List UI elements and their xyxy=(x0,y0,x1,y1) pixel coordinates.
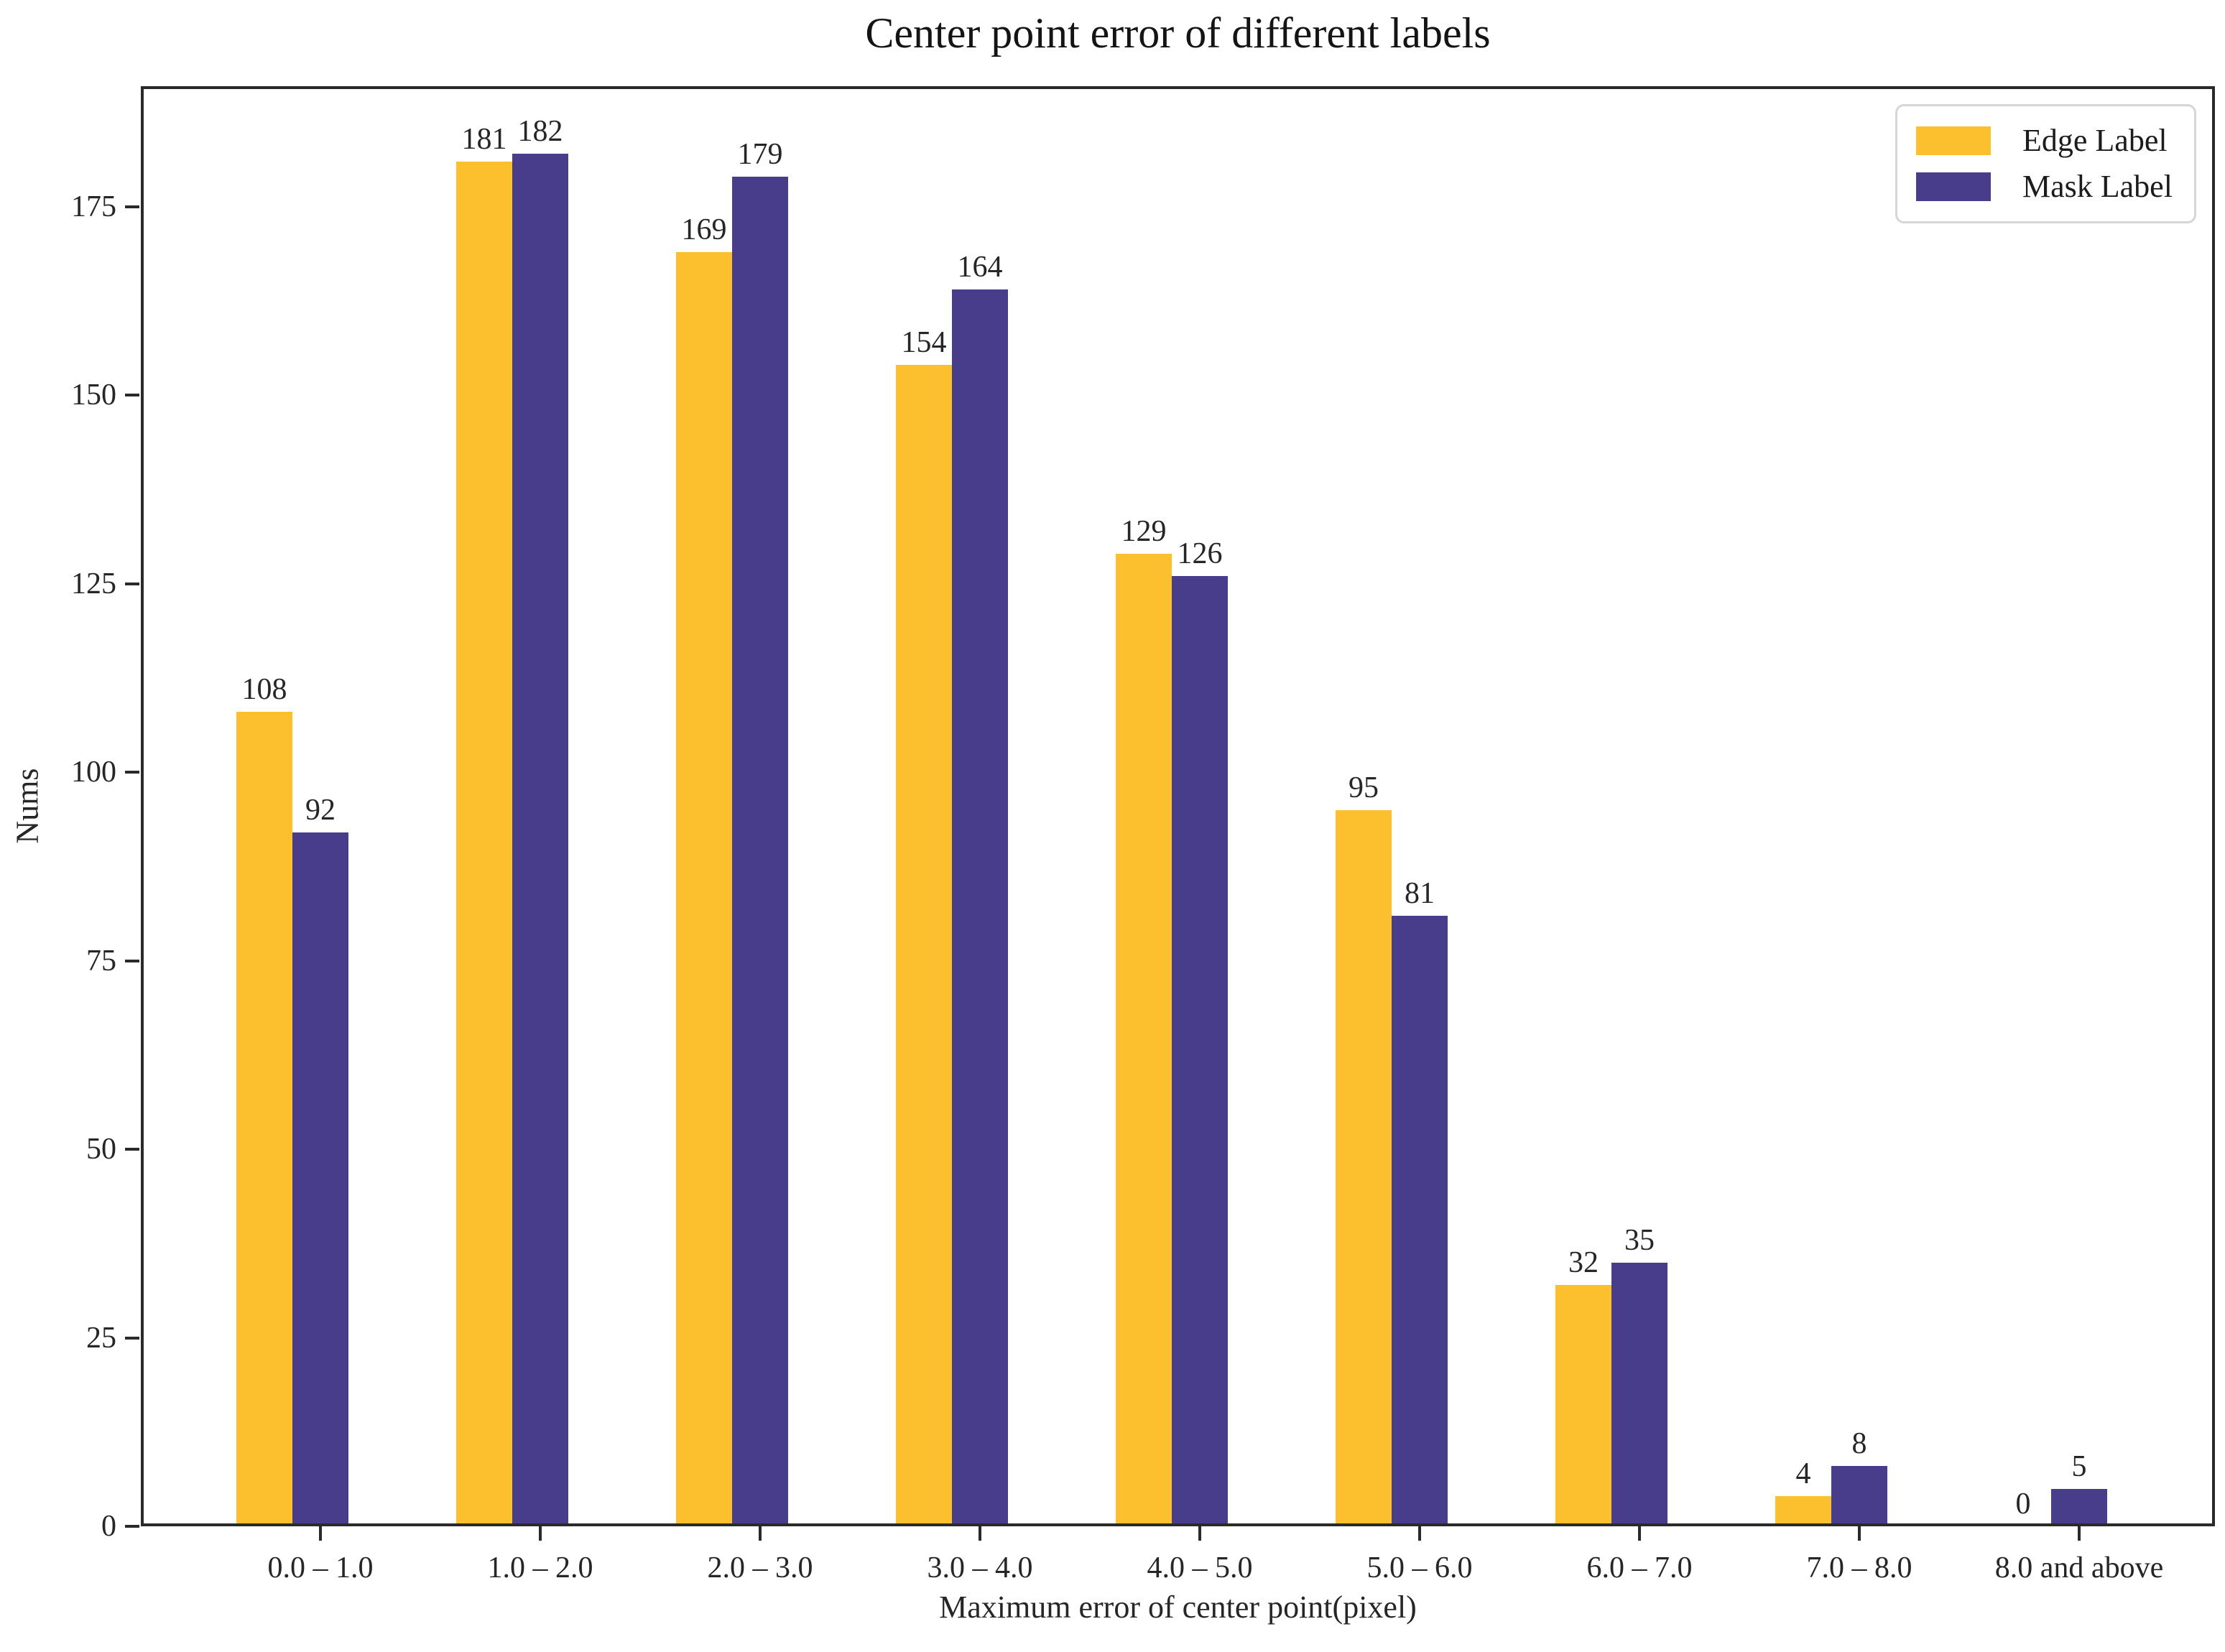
y-tick-mark xyxy=(125,582,139,585)
bar-value-label-edge-label: 95 xyxy=(1349,771,1379,804)
bar-value-label-edge-label: 181 xyxy=(461,122,507,156)
bar-edge-label xyxy=(1775,1496,1831,1526)
x-tick-label: 5.0 – 6.0 xyxy=(1366,1551,1473,1584)
x-tick-label: 7.0 – 8.0 xyxy=(1806,1551,1912,1584)
bar-value-label-mask-label: 182 xyxy=(517,115,563,149)
x-tick-label: 1.0 – 2.0 xyxy=(487,1551,593,1584)
x-tick-mark xyxy=(1858,1526,1861,1541)
x-tick-mark xyxy=(2078,1526,2081,1541)
bar-mask-label xyxy=(1392,915,1448,1526)
x-tick-mark xyxy=(979,1526,981,1541)
bar-value-label-edge-label: 4 xyxy=(1795,1457,1811,1490)
bar-value-label-edge-label: 169 xyxy=(681,213,727,246)
bar-mask-label xyxy=(1172,576,1228,1526)
legend-item-mask-label: Mask Label xyxy=(1897,171,2194,203)
bar-value-label-mask-label: 179 xyxy=(737,137,783,171)
legend: Edge Label Mask Label xyxy=(1895,104,2196,223)
bar-mask-label xyxy=(1611,1262,1667,1526)
y-tick-mark xyxy=(125,1336,139,1340)
x-tick-label: 4.0 – 5.0 xyxy=(1147,1551,1253,1584)
y-tick-label: 150 xyxy=(71,379,116,412)
legend-label-edge: Edge Label xyxy=(2022,123,2168,158)
x-axis-label: Maximum error of center point(pixel) xyxy=(939,1590,1417,1625)
bar-value-label-mask-label: 92 xyxy=(305,794,336,827)
x-tick-label: 3.0 – 4.0 xyxy=(927,1551,1033,1584)
bar-value-label-edge-label: 129 xyxy=(1121,514,1167,548)
y-tick-label: 75 xyxy=(86,944,116,978)
x-tick-label: 2.0 – 3.0 xyxy=(707,1551,813,1584)
x-tick-label: 8.0 and above xyxy=(1994,1551,2164,1584)
legend-item-edge-label: Edge Label xyxy=(1897,125,2194,157)
bar-edge-label xyxy=(1555,1285,1611,1526)
y-tick-label: 125 xyxy=(71,567,116,600)
bar-mask-label xyxy=(2051,1488,2107,1526)
x-tick-mark xyxy=(759,1526,762,1541)
bar-value-label-mask-label: 8 xyxy=(1851,1427,1867,1461)
y-tick-mark xyxy=(125,959,139,962)
bar-mask-label xyxy=(512,154,568,1526)
bar-edge-label xyxy=(1116,553,1172,1526)
y-tick-mark xyxy=(125,771,139,774)
y-tick-mark xyxy=(125,394,139,397)
legend-swatch-edge-label xyxy=(1916,126,1991,155)
bar-edge-label xyxy=(236,712,292,1526)
bar-value-label-mask-label: 5 xyxy=(2071,1449,2087,1483)
bar-value-label-mask-label: 81 xyxy=(1405,876,1435,910)
bar-edge-label xyxy=(676,251,732,1526)
legend-label-mask: Mask Label xyxy=(2022,169,2173,204)
bar-edge-label xyxy=(1336,809,1392,1526)
x-tick-mark xyxy=(1198,1526,1201,1541)
bar-value-label-edge-label: 154 xyxy=(901,326,947,360)
bar-value-label-edge-label: 32 xyxy=(1568,1246,1599,1280)
bar-mask-label xyxy=(1831,1466,1887,1526)
x-tick-mark xyxy=(1418,1526,1421,1541)
x-tick-mark xyxy=(319,1526,322,1541)
x-tick-label: 6.0 – 7.0 xyxy=(1586,1551,1693,1584)
legend-swatch-mask-label xyxy=(1916,172,1991,201)
bar-edge-label xyxy=(896,365,952,1526)
bar-mask-label xyxy=(732,176,788,1526)
chart-title: Center point error of different labels xyxy=(865,9,1491,57)
y-tick-mark xyxy=(125,1148,139,1151)
bar-mask-label xyxy=(292,832,348,1526)
y-tick-label: 175 xyxy=(71,190,116,223)
y-tick-label: 25 xyxy=(86,1321,116,1355)
bar-value-label-mask-label: 126 xyxy=(1177,537,1223,571)
y-tick-mark xyxy=(125,205,139,208)
bar-value-label-edge-label: 0 xyxy=(2015,1488,2031,1521)
y-tick-label: 100 xyxy=(71,756,116,789)
bar-value-label-edge-label: 108 xyxy=(241,673,287,707)
x-tick-label: 0.0 – 1.0 xyxy=(267,1551,374,1584)
bar-value-label-mask-label: 35 xyxy=(1624,1223,1655,1257)
x-tick-mark xyxy=(1638,1526,1641,1541)
bar-edge-label xyxy=(456,161,512,1526)
y-tick-mark xyxy=(125,1525,139,1528)
bar-mask-label xyxy=(952,289,1008,1526)
x-tick-mark xyxy=(539,1526,542,1541)
bar-value-label-mask-label: 164 xyxy=(957,251,1003,284)
y-tick-label: 0 xyxy=(101,1510,116,1543)
y-tick-label: 50 xyxy=(86,1133,116,1166)
